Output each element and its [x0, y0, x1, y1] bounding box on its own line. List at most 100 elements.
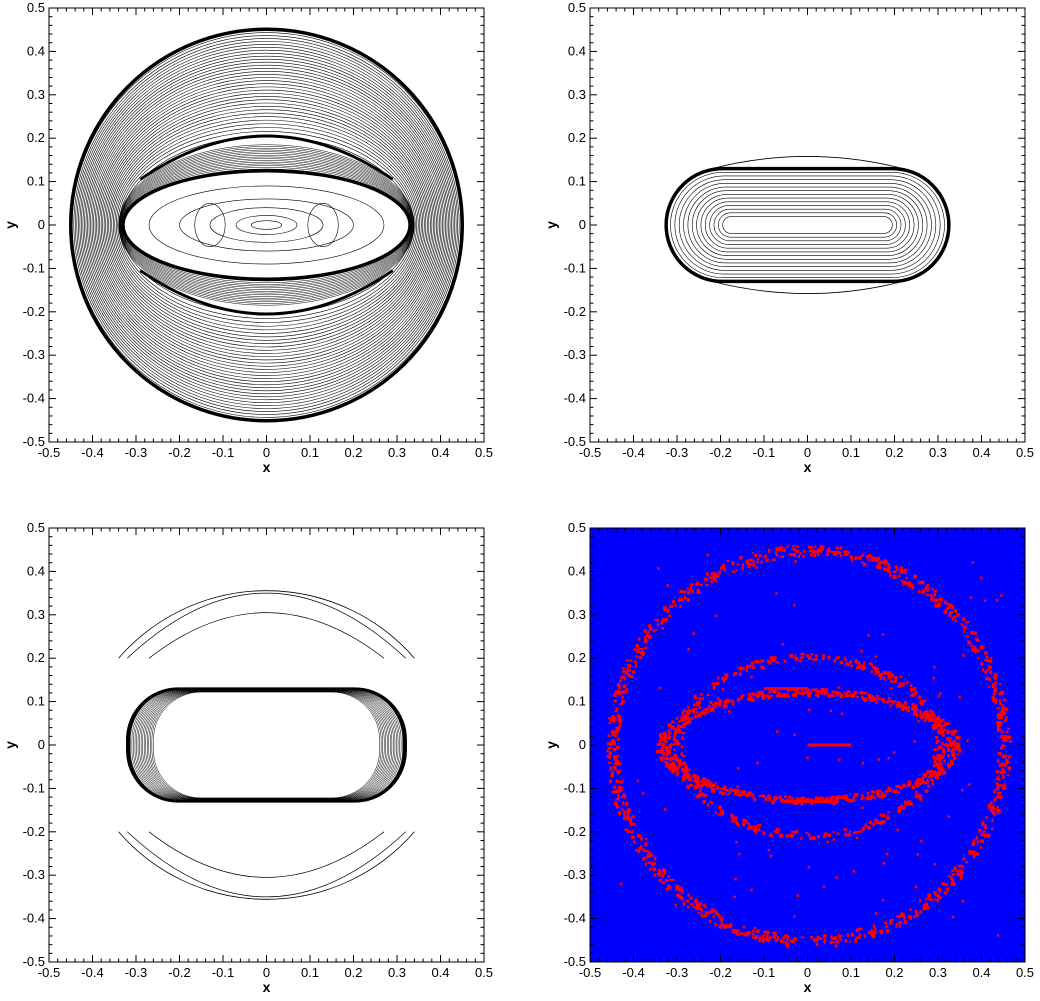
indicator-cell [666, 584, 669, 587]
indicator-cell [624, 670, 628, 675]
indicator-cell [861, 806, 864, 810]
indicator-cell [675, 884, 679, 889]
indicator-cell [713, 578, 716, 582]
indicator-cell [860, 797, 863, 801]
indicator-cell [747, 791, 750, 795]
indicator-cell [699, 697, 702, 701]
indicator-cell [717, 676, 720, 680]
indicator-cell [648, 627, 653, 631]
indicator-cell [840, 934, 843, 938]
indicator-cell [687, 768, 691, 772]
plot-background [49, 528, 484, 962]
contour-line [713, 208, 902, 242]
indicator-cell [911, 693, 916, 697]
indicator-cell [693, 694, 697, 699]
indicator-cell [832, 553, 837, 556]
indicator-cell [732, 562, 735, 566]
indicator-cell [1001, 744, 1005, 748]
indicator-cell [626, 659, 629, 662]
indicator-cell [612, 730, 616, 734]
contour-line [194, 203, 226, 248]
indicator-cell [900, 804, 903, 808]
x-axis-label: x [804, 459, 812, 475]
indicator-cell [748, 695, 753, 700]
indicator-cell [687, 893, 690, 897]
indicator-cell [762, 934, 766, 937]
indicator-cell [621, 700, 625, 703]
indicator-cell [894, 565, 898, 569]
indicator-cell [905, 681, 909, 684]
indicator-cell [915, 713, 919, 717]
y-tick-label: -0.5 [23, 954, 45, 969]
indicator-cell [751, 692, 755, 696]
indicator-cell [988, 670, 993, 675]
indicator-cell [919, 701, 924, 706]
y-axis-label: y [2, 221, 18, 229]
indicator-cell [923, 719, 927, 722]
indicator-cell [667, 729, 670, 733]
indicator-cell [701, 778, 705, 782]
indicator-cell [745, 559, 750, 563]
indicator-cell [814, 657, 818, 661]
indicator-cell [756, 929, 760, 933]
indicator-cell [892, 791, 897, 794]
indicator-cell [676, 726, 680, 731]
indicator-cell [859, 691, 864, 695]
indicator-cell [705, 783, 709, 788]
indicator-cell [941, 882, 945, 886]
indicator-cell [951, 882, 956, 886]
indicator-cell [931, 724, 935, 729]
indicator-cell [998, 764, 1003, 768]
indicator-cell [750, 661, 755, 666]
indicator-cell [933, 771, 936, 775]
indicator-cell [947, 815, 950, 818]
indicator-cell [714, 923, 718, 927]
indicator-cell [820, 547, 824, 551]
indicator-cell [811, 836, 815, 840]
indicator-cell [902, 783, 905, 788]
indicator-cell [883, 671, 887, 675]
indicator-cell [837, 691, 841, 695]
indicator-cell [667, 751, 671, 755]
indicator-cell [751, 551, 754, 554]
indicator-cell [703, 905, 707, 909]
indicator-cell [844, 659, 847, 662]
x-tick-label: -0.1 [212, 445, 234, 460]
indicator-cell [1004, 706, 1007, 711]
indicator-cell [619, 679, 623, 683]
indicator-cell [808, 656, 812, 660]
indicator-cell [929, 709, 933, 712]
indicator-cell [904, 581, 907, 585]
indicator-cell [669, 756, 673, 760]
indicator-cell [808, 549, 812, 553]
indicator-cell [915, 912, 918, 915]
indicator-cell [978, 828, 982, 832]
indicator-cell [897, 785, 902, 788]
indicator-cell [948, 739, 951, 743]
indicator-cell [783, 799, 787, 803]
indicator-cell [734, 877, 737, 881]
indicator-cell [952, 748, 956, 751]
indicator-cell [616, 714, 620, 718]
outer-arc [118, 831, 415, 900]
indicator-cell [955, 746, 960, 750]
indicator-cell [890, 679, 893, 684]
indicator-cell [926, 778, 929, 783]
indicator-cell [686, 905, 690, 909]
indicator-cell [934, 772, 937, 776]
x-tick-label: -0.5 [579, 965, 601, 980]
indicator-cell [674, 739, 679, 744]
indicator-cell [845, 662, 850, 667]
indicator-cell [676, 893, 680, 897]
indicator-cell [765, 694, 770, 697]
indicator-cell [677, 742, 681, 746]
indicator-cell [794, 654, 797, 659]
indicator-cell [689, 583, 694, 586]
indicator-cell [881, 791, 885, 795]
indicator-cell [722, 564, 726, 568]
indicator-cell [942, 724, 946, 728]
indicator-cell [771, 656, 775, 661]
indicator-cell [879, 677, 883, 681]
indicator-cell [881, 820, 886, 824]
indicator-cell [635, 655, 638, 659]
